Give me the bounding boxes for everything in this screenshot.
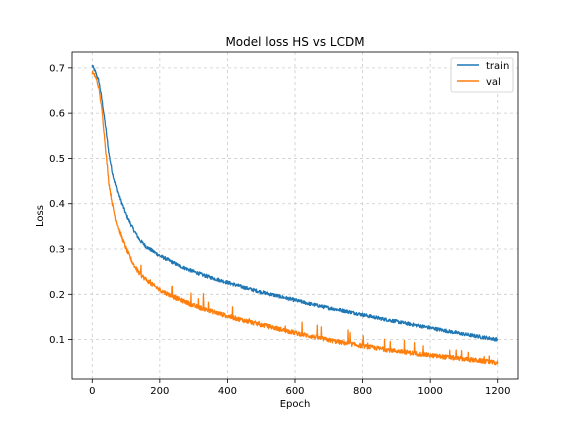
x-tick-label: 200 xyxy=(150,386,169,397)
y-tick-label: 0.7 xyxy=(49,63,65,74)
x-tick-label: 1200 xyxy=(485,386,510,397)
x-tick-label: 800 xyxy=(353,386,372,397)
y-tick-label: 0.4 xyxy=(49,199,65,210)
x-tick-label: 600 xyxy=(285,386,304,397)
x-tick-label: 0 xyxy=(89,386,95,397)
y-tick-label: 0.2 xyxy=(49,290,65,301)
y-tick-label: 0.1 xyxy=(49,335,65,346)
x-tick-label: 1000 xyxy=(417,386,442,397)
legend-box xyxy=(450,57,514,93)
y-tick-label: 0.3 xyxy=(49,245,65,256)
grid xyxy=(72,52,518,379)
series-line-val xyxy=(91,70,499,366)
legend-label-val: val xyxy=(486,77,501,88)
chart-title: Model loss HS vs LCDM xyxy=(225,35,364,49)
x-tick-label: 400 xyxy=(218,386,237,397)
x-axis-label: Epoch xyxy=(280,399,311,410)
y-tick-label: 0.6 xyxy=(49,109,65,120)
y-axis-ticks: 0.1 0.2 0.3 0.4 0.5 0.6 0.7 xyxy=(49,63,72,346)
legend: train val xyxy=(450,57,514,93)
legend-label-train: train xyxy=(486,61,509,72)
y-axis-label: Loss xyxy=(35,205,46,227)
y-tick-label: 0.5 xyxy=(49,154,65,165)
series-line-train xyxy=(91,64,499,342)
series-layer xyxy=(91,64,499,366)
x-axis-ticks: 0 200 400 600 800 1000 1200 xyxy=(89,379,510,397)
